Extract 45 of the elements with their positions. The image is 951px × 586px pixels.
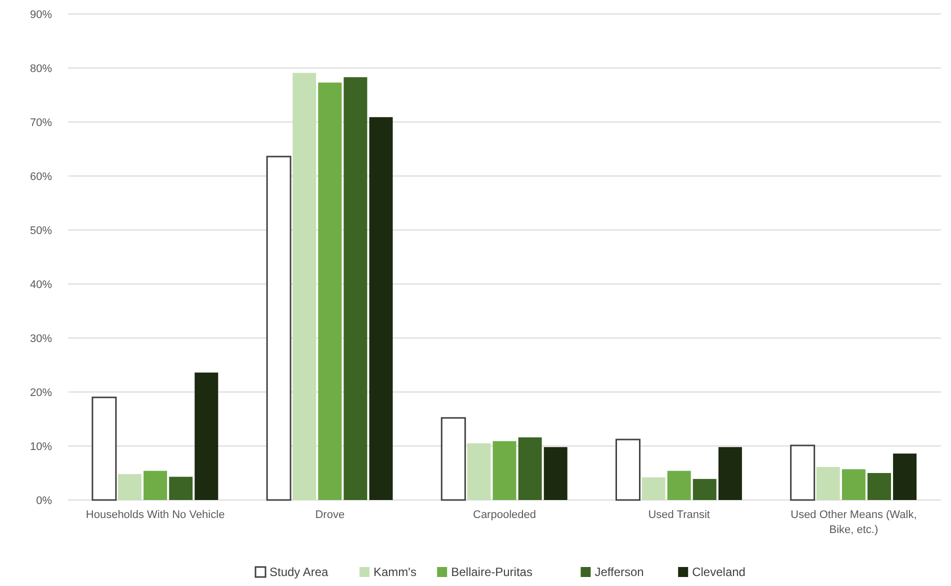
y-tick-label: 80% [30,62,52,75]
x-tick-label: Carpooleded [473,509,536,521]
y-tick-label: 60% [30,170,52,183]
bar [642,477,666,500]
bar [615,438,640,501]
y-tick-label: 20% [30,386,52,399]
bar [318,82,342,500]
bar [492,441,516,500]
bar [194,372,218,500]
bar [816,467,840,500]
bar [266,156,292,501]
bar [144,470,168,500]
legend-label: Jefferson [594,565,644,580]
bar [118,474,142,500]
y-tick-label: 30% [30,332,52,345]
bar [893,454,917,500]
bar [292,72,316,500]
y-tick-label: 90% [30,8,52,21]
x-tick-label: Drove [315,509,345,521]
legend-label: Study Area [270,565,329,580]
x-tick-label: Households With No Vehicle [86,509,225,521]
bar [518,437,542,500]
bar [692,478,716,500]
legend-label: Cleveland [692,565,746,580]
bar [718,447,742,500]
bar [842,469,866,500]
y-tick-label: 10% [30,440,52,453]
bar [440,417,466,501]
bar [169,476,193,500]
x-tick-label: Used Transit [648,509,710,521]
y-tick-label: 70% [30,116,52,129]
bar [467,443,491,500]
y-tick-label: 0% [36,494,52,507]
bar [667,470,691,500]
x-tick-label: Used Other Means (Walk, Bike, etc.) [790,509,917,536]
legend-label: Kamm's [374,565,416,580]
bar [544,447,568,500]
y-tick-label: 50% [30,224,52,237]
bar [344,77,368,500]
bar [92,396,117,501]
bar [790,444,816,501]
bar [369,117,393,500]
legend-label: Bellaire-Puritas [451,565,532,580]
bar [868,473,892,500]
y-tick-label: 40% [30,278,52,291]
